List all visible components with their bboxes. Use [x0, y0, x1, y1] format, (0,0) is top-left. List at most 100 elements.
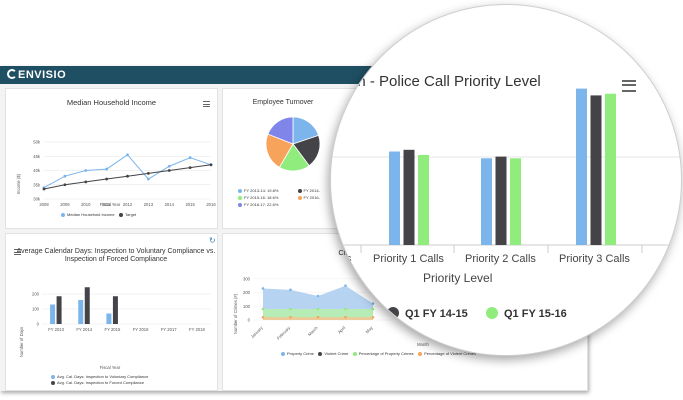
y-tick-label: 45k: [33, 154, 41, 159]
legend-violent-item[interactable]: Violent Crime: [318, 351, 348, 356]
x-tick-label: 2011: [102, 202, 112, 207]
income-panel: Median Household Income 30k 35k 40k 45k 50k 2…: [5, 88, 218, 229]
x-tick-label: 2014: [165, 202, 175, 207]
x-tick-label: 2012: [123, 202, 133, 207]
data-point: [146, 177, 150, 181]
pie-slice: [265, 133, 294, 168]
legend-swatch-icon: [119, 212, 124, 217]
logo-text: ENVISIO: [18, 69, 67, 81]
y-tick-label: 200: [32, 292, 40, 297]
income-title: Median Household Income: [66, 98, 157, 107]
pie-slice: [267, 116, 294, 145]
legend-income-item[interactable]: Median Household Income: [61, 212, 115, 217]
y-tick-label: 0: [37, 322, 40, 327]
crime-legend: Property Crime Violent Crime Percentage …: [281, 351, 476, 356]
legend-q1-fy14[interactable]: Q1 FY 14-15: [387, 307, 468, 320]
legend-swatch-icon: [418, 351, 423, 356]
legend-target-item[interactable]: Target: [119, 212, 136, 217]
priority-chart: [331, 88, 681, 253]
app-logo[interactable]: ENVISIO: [7, 69, 66, 81]
bar: [590, 95, 602, 246]
data-point: [42, 187, 46, 191]
x-tick-label: FY 2013: [48, 327, 64, 332]
bar: [112, 296, 118, 324]
data-point: [261, 315, 265, 319]
calendar-panel: ↻ Average Calendar Days: Inspection to V…: [5, 233, 218, 391]
data-point: [63, 174, 67, 178]
refresh-icon[interactable]: ↻: [209, 236, 216, 245]
data-point: [146, 171, 150, 175]
y-tick-label: 200: [243, 290, 251, 295]
x-tick-label: 2016: [206, 202, 216, 207]
x-tick-label: 2013: [144, 202, 154, 207]
legend-forced-item[interactable]: Avg. Cal. Days: Inspection to Forced Com…: [51, 380, 148, 386]
legend-swatch-icon: [297, 188, 302, 193]
x-tick-label: January: [250, 325, 265, 340]
legend-swatch-icon: [297, 195, 302, 200]
legend-swatch-icon: [318, 351, 323, 356]
turnover-title: Employee Turnover: [252, 99, 314, 106]
bar: [403, 149, 415, 245]
income-xlabel: Fiscal Year: [100, 202, 121, 207]
menu-icon[interactable]: [622, 80, 636, 92]
legend-property-item[interactable]: Property Crime: [281, 351, 314, 356]
y-tick-label: 50k: [33, 140, 41, 145]
legend-pct-property-item[interactable]: Percentage of Property Crimes: [352, 351, 414, 356]
legend-turnover-item-3[interactable]: FY 2015-16: 18.6%: [238, 195, 278, 200]
legend-pct-violent-item[interactable]: Percentage of Violent Crimes: [418, 351, 476, 356]
legend-turnover-item-4[interactable]: FY 2016-: [297, 195, 320, 200]
crime-xlabel: Month: [417, 342, 429, 347]
legend-q1-fy15[interactable]: Q1 FY 15-16: [486, 307, 567, 320]
x-tick-label: FY 2016: [133, 327, 149, 332]
data-point: [344, 307, 347, 311]
y-tick-label: 35k: [33, 182, 41, 187]
x-axis-title: Priority Level: [423, 271, 493, 285]
legend-swatch-icon: [238, 188, 242, 193]
calendar-chart: 0 100 200 FY 2013 FY 2014 FY 2015 FY 2016 FY 20…: [19, 287, 211, 370]
data-point: [344, 315, 347, 319]
legend-swatch-icon: [51, 380, 55, 385]
calendar-menu-icon[interactable]: [14, 249, 21, 255]
partial-category-label: Calls: [331, 253, 352, 265]
bar: [56, 296, 62, 324]
data-point: [344, 284, 347, 288]
x-tick-label: FY 2014: [76, 327, 92, 332]
x-tick-label: FY 2018: [189, 327, 205, 332]
y-tick-label: 300: [243, 276, 251, 281]
data-point: [126, 153, 129, 157]
bar: [495, 156, 507, 245]
data-point: [188, 166, 192, 170]
x-tick-label: FY 2015: [105, 327, 121, 332]
calendar-title: Average Calendar Days: Inspection to Vol…: [16, 248, 216, 263]
bar: [84, 287, 90, 324]
data-point: [371, 315, 375, 319]
legend-turnover-item-1[interactable]: FY 2013-14: 19.8%: [238, 188, 278, 193]
legend-swatch-icon: [238, 195, 242, 200]
legend-swatch-icon: [61, 212, 65, 217]
data-point: [316, 307, 320, 311]
data-point: [289, 288, 292, 292]
x-tick-label: March: [307, 325, 319, 337]
bar: [106, 313, 112, 324]
data-point: [316, 315, 320, 319]
data-point: [188, 156, 192, 160]
legend-turnover-item-5[interactable]: FY 2016-17: 22.6%: [238, 202, 278, 207]
legend-turnover-item-2[interactable]: FY 2014-: [297, 188, 320, 193]
data-point: [167, 164, 171, 168]
x-tick-label: 2015: [185, 202, 195, 207]
x-tick-label: 2009: [60, 202, 70, 207]
data-point: [105, 177, 109, 181]
income-chart: 30k 35k 40k 45k 50k 2008 2009 2010 2011 2012 2013 2…: [16, 140, 216, 208]
crime-chart: 0 100 200 300 January February March April May N…: [233, 276, 429, 347]
legend-swatch-icon: [387, 307, 399, 319]
legend-voluntary-item[interactable]: Avg. Cal. Days: Inspection to Voluntary …: [51, 374, 148, 380]
category-label-priority-1: Priority 1 Calls: [373, 253, 444, 265]
bar: [418, 154, 429, 245]
magnified-chart-title: on - Police Call Priority Level: [349, 73, 541, 90]
crime-ylabel: Number of Crimes (#): [233, 293, 238, 334]
data-point: [167, 169, 171, 172]
income-menu-icon[interactable]: [203, 101, 210, 107]
legend-swatch-icon: [51, 374, 55, 379]
x-tick-label: April: [337, 325, 347, 335]
